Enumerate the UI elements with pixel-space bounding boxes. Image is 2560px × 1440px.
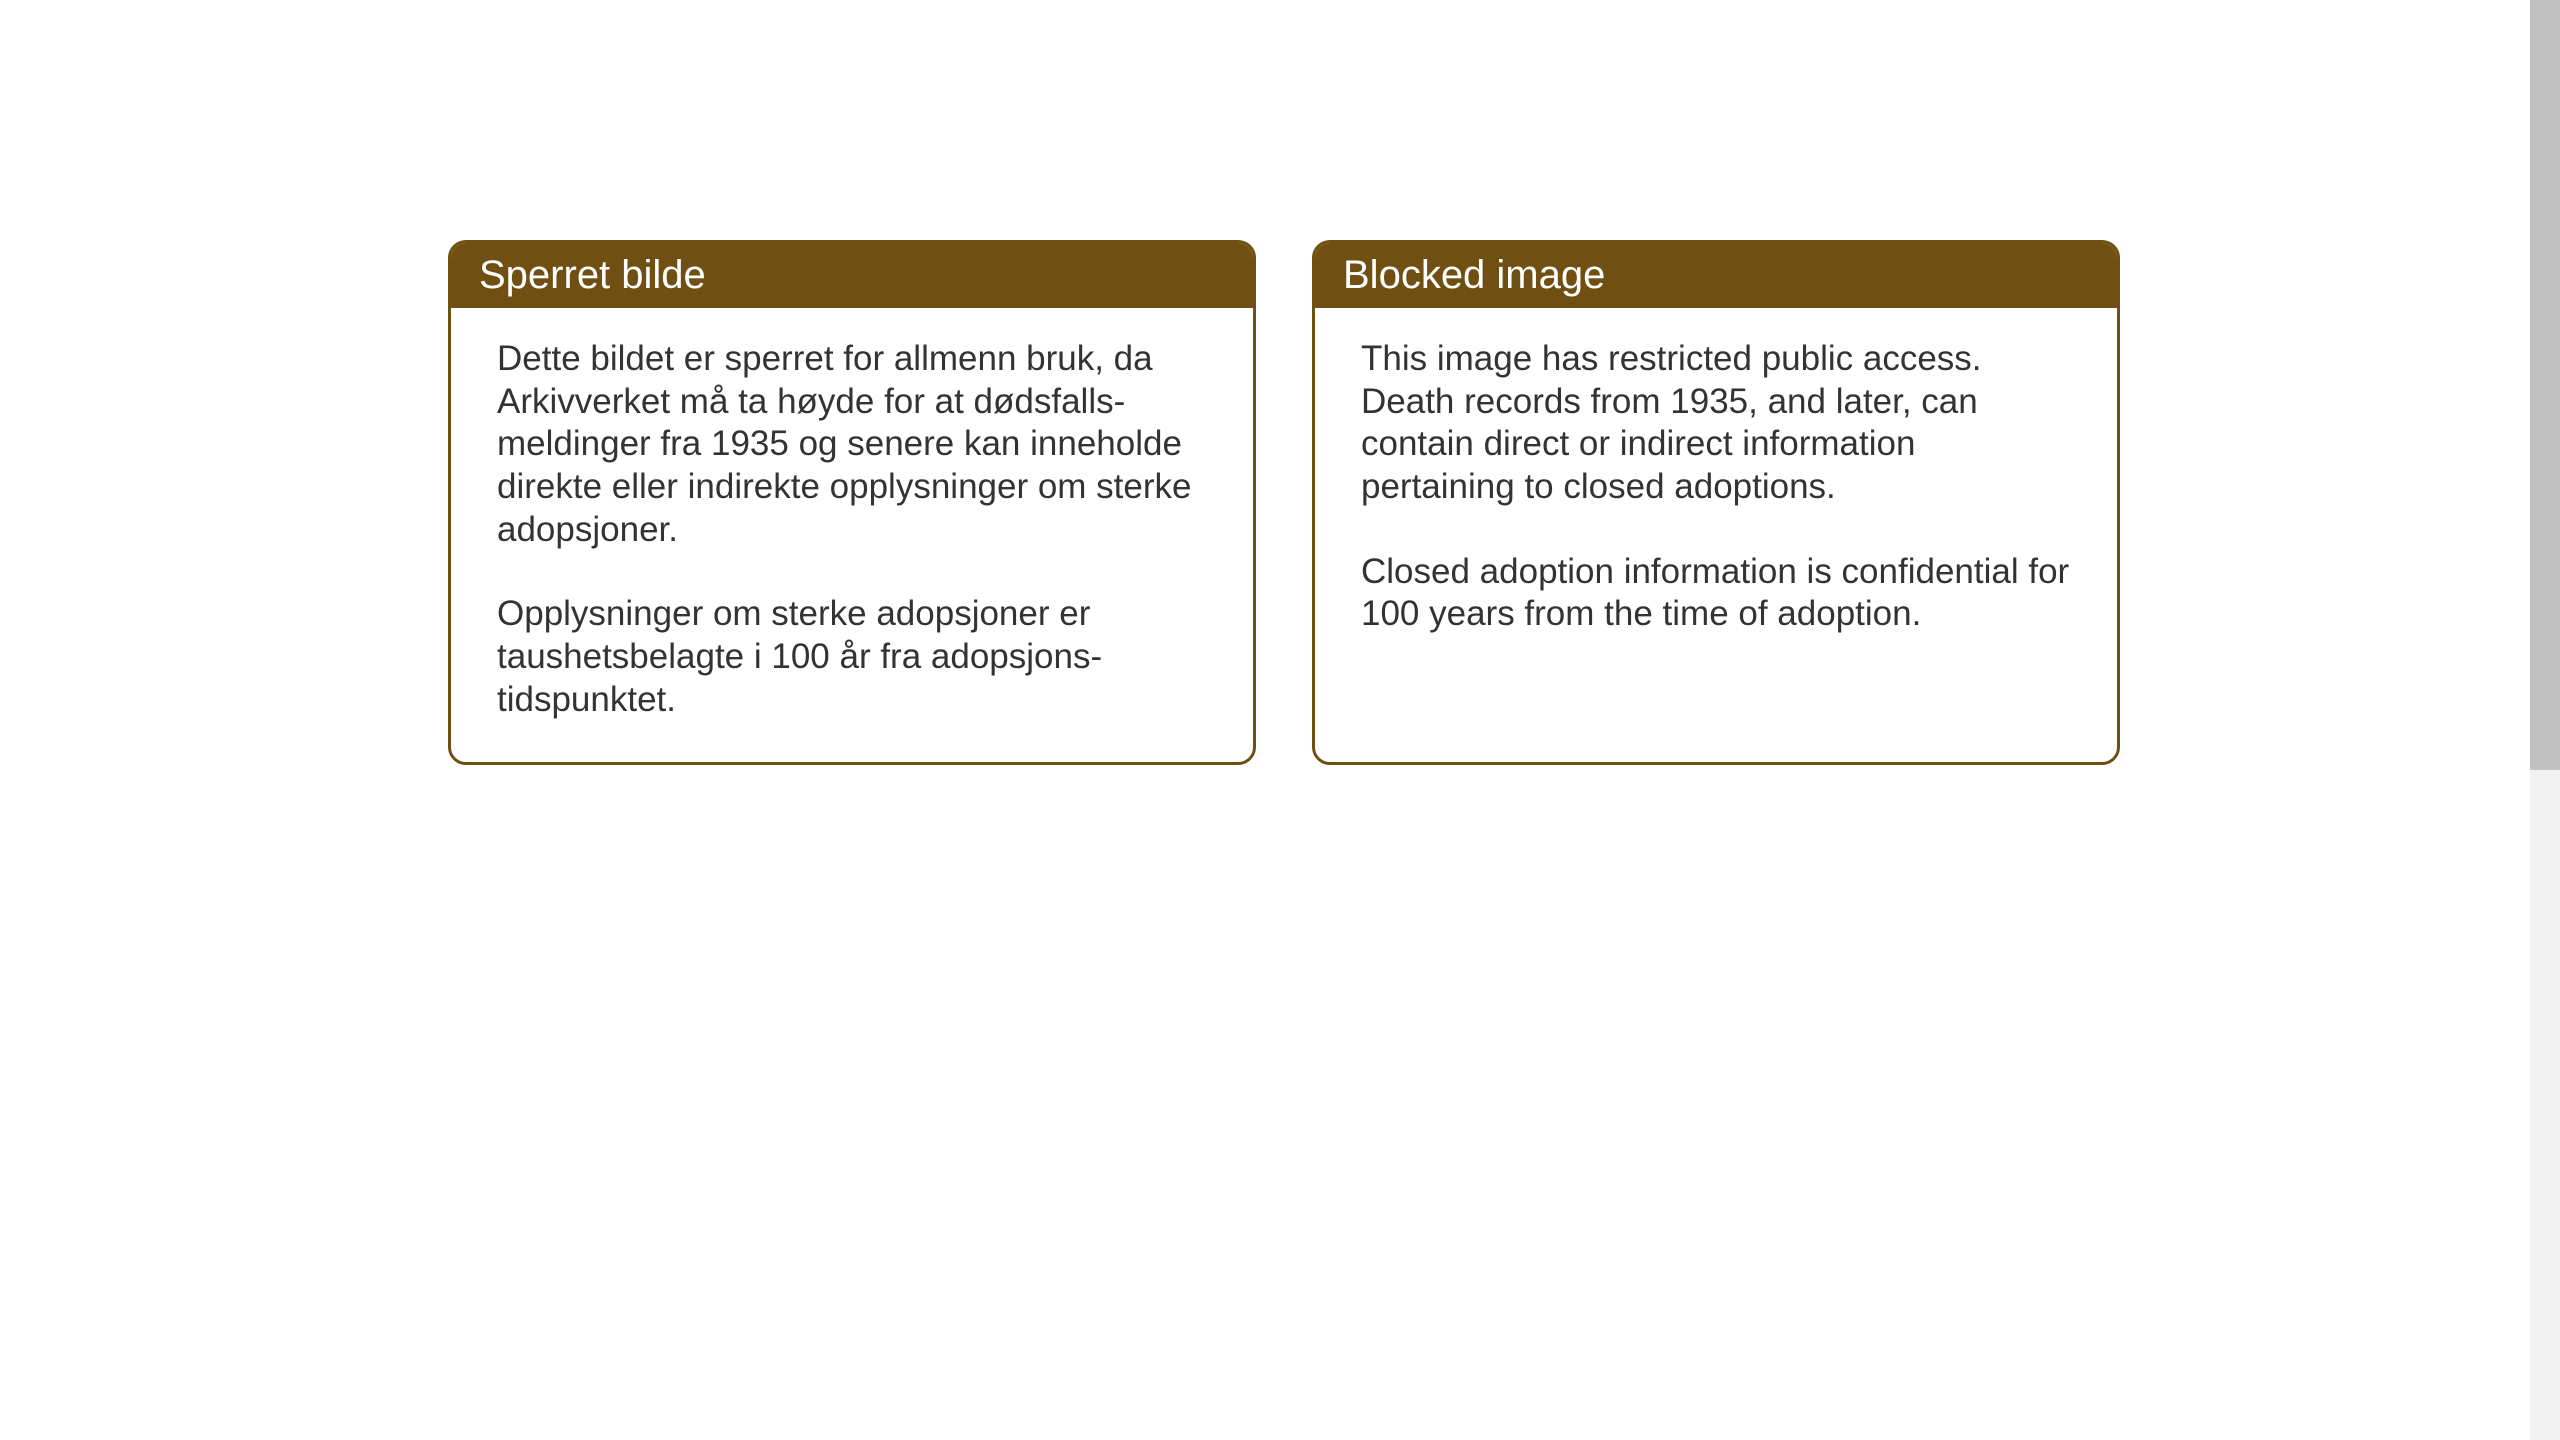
norwegian-card-title: Sperret bilde — [451, 243, 1253, 308]
norwegian-paragraph-1: Dette bildet er sperret for allmenn bruk… — [497, 338, 1207, 551]
english-notice-card: Blocked image This image has restricted … — [1312, 240, 2120, 765]
notice-container: Sperret bilde Dette bildet er sperret fo… — [448, 240, 2120, 765]
norwegian-notice-card: Sperret bilde Dette bildet er sperret fo… — [448, 240, 1256, 765]
norwegian-paragraph-2: Opplysninger om sterke adopsjoner er tau… — [497, 593, 1207, 721]
norwegian-card-body: Dette bildet er sperret for allmenn bruk… — [451, 308, 1253, 762]
english-paragraph-2: Closed adoption information is confident… — [1361, 551, 2071, 636]
english-card-body: This image has restricted public access.… — [1315, 308, 2117, 676]
english-card-title: Blocked image — [1315, 243, 2117, 308]
vertical-scrollbar-thumb[interactable] — [2530, 0, 2560, 770]
english-paragraph-1: This image has restricted public access.… — [1361, 338, 2071, 509]
vertical-scrollbar-track[interactable] — [2530, 0, 2560, 1440]
